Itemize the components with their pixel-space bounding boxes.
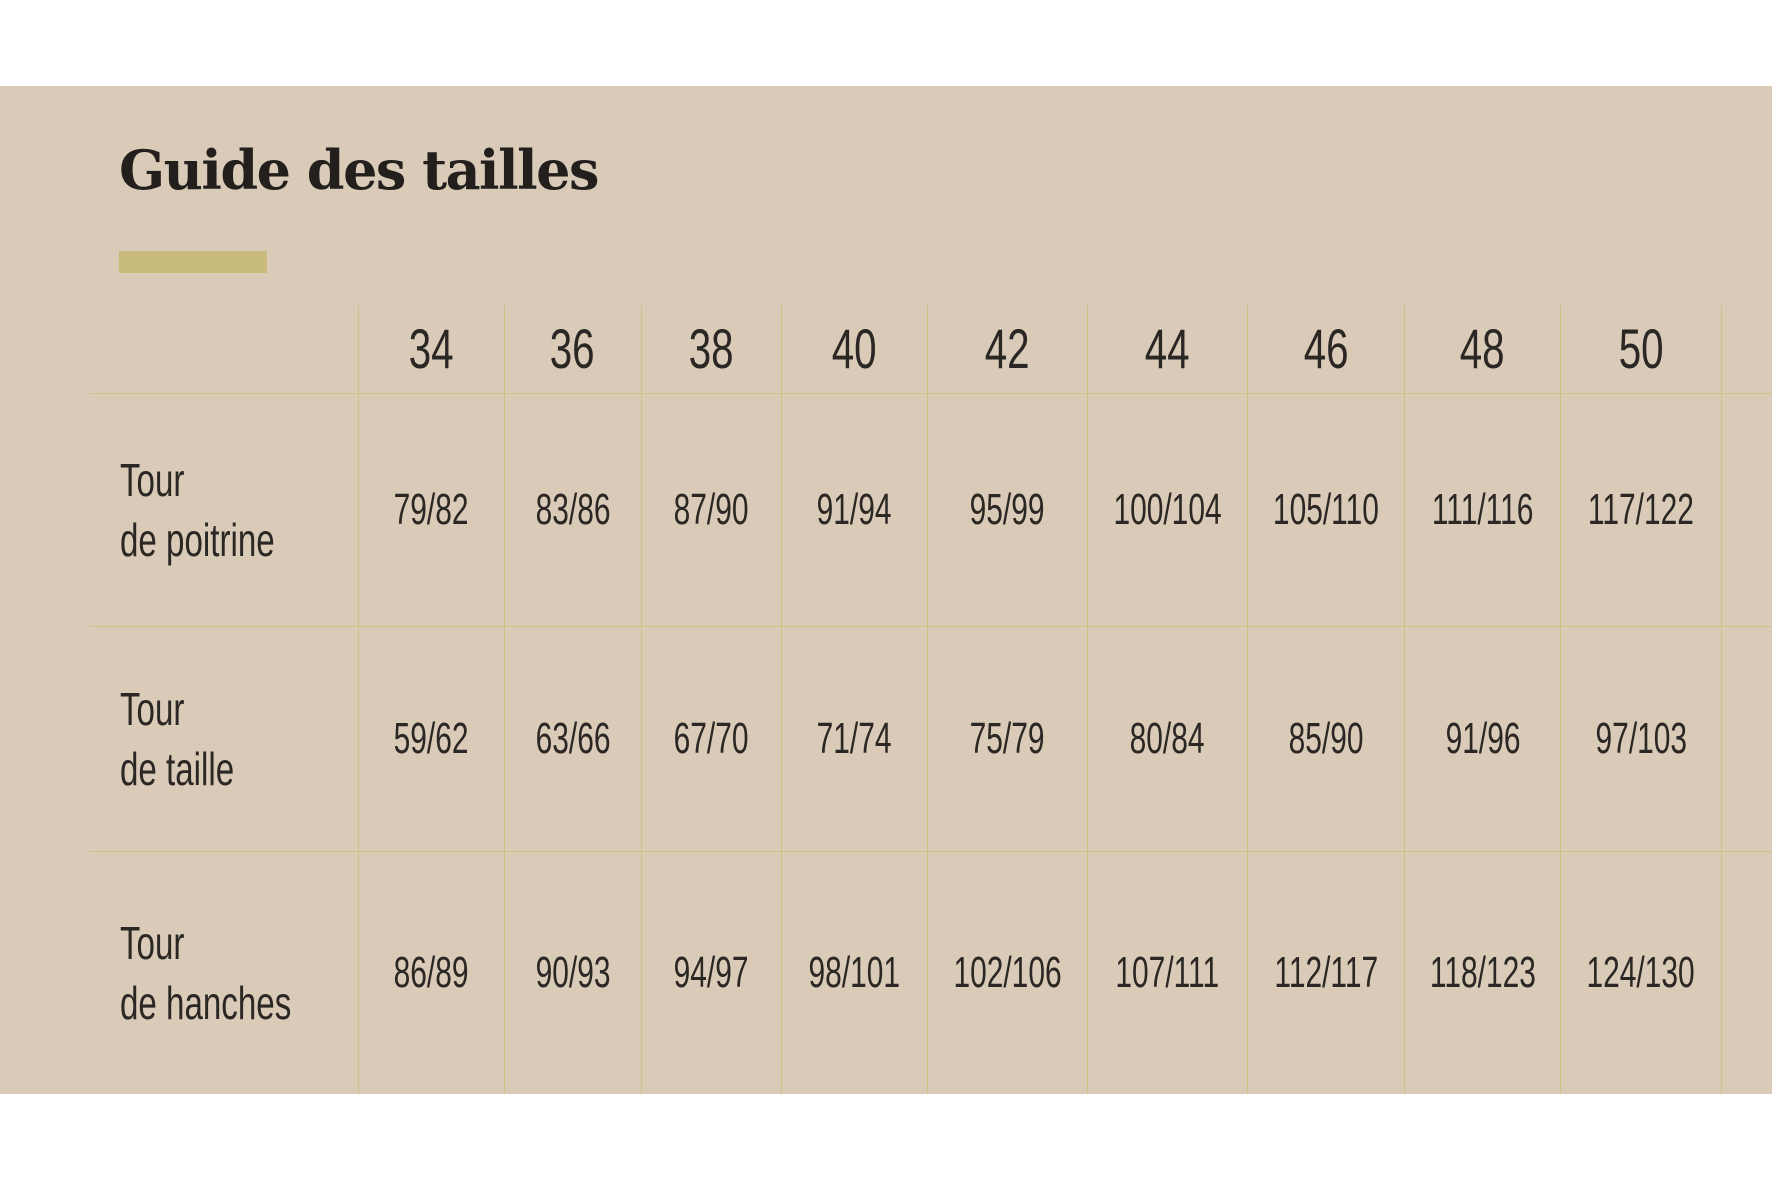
size-label: 46 (1303, 317, 1349, 381)
measurement-cell: 97/103 (1560, 625, 1722, 851)
measurement-cell: 118/123 (1403, 850, 1561, 1094)
measurement-value: 87/90 (673, 484, 749, 534)
row-label-line1: Tour (120, 682, 185, 735)
row-label-line1: Tour (120, 453, 185, 506)
measurement-value: 95/99 (969, 484, 1045, 534)
measurement-value: 71/74 (816, 713, 892, 763)
measurement-value: 105/110 (1272, 484, 1379, 534)
measurement-value: 97/103 (1595, 713, 1687, 763)
measurement-cell: 86/89 (357, 850, 505, 1094)
measurement-value: 85/90 (1288, 713, 1364, 763)
title-accent-bar (119, 251, 267, 273)
size-header: 34 (357, 305, 505, 393)
measurement-cell: 59/62 (357, 625, 505, 851)
measurement-value: 79/82 (393, 484, 469, 534)
empty-cell (1720, 305, 1772, 393)
row-label-line2: de taille (120, 742, 235, 795)
measurement-cell: 95/99 (926, 392, 1088, 626)
empty-cell (1720, 850, 1772, 1094)
measurement-cell: 85/90 (1246, 625, 1405, 851)
measurement-cell: 87/90 (640, 392, 782, 626)
measurement-value: 91/94 (816, 484, 892, 534)
measurement-value: 75/79 (969, 713, 1045, 763)
measurement-cell: 100/104 (1086, 392, 1248, 626)
row-label: Tour de poitrine (90, 392, 359, 626)
measurement-cell: 91/94 (781, 392, 928, 626)
size-label: 44 (1144, 317, 1190, 381)
measurement-cell: 79/82 (357, 392, 505, 626)
size-label: 48 (1460, 317, 1506, 381)
size-header: 42 (926, 305, 1088, 393)
table-row: Tour de taille 59/62 63/66 67/70 71/74 75/79 80… (90, 625, 1772, 851)
measurement-cell: 63/66 (503, 625, 642, 851)
row-label: Tour de hanches (90, 850, 359, 1094)
measurement-cell: 94/97 (640, 850, 782, 1094)
size-label: 38 (688, 317, 734, 381)
size-header: 46 (1246, 305, 1405, 393)
row-label-line2: de poitrine (120, 513, 275, 566)
table-row: Tour de hanches 86/89 90/93 94/97 98/101 102/1… (90, 850, 1772, 1094)
measurement-cell: 111/116 (1403, 392, 1561, 626)
size-header: 44 (1086, 305, 1248, 393)
measurement-value: 94/97 (673, 947, 749, 997)
empty-cell (1720, 392, 1772, 626)
measurement-cell: 117/122 (1560, 392, 1722, 626)
row-label: Tour de taille (90, 625, 359, 851)
row-label-line1: Tour (120, 916, 185, 969)
size-label: 34 (408, 317, 454, 381)
measurement-cell: 67/70 (640, 625, 782, 851)
size-header: 40 (781, 305, 928, 393)
row-label-line2: de hanches (120, 976, 292, 1029)
page-title: Guide des tailles (119, 138, 599, 202)
measurement-value: 117/122 (1588, 484, 1694, 534)
measurement-cell: 83/86 (503, 392, 642, 626)
size-label: 40 (831, 317, 877, 381)
measurement-value: 112/117 (1273, 947, 1378, 997)
empty-cell (1720, 625, 1772, 851)
size-table: 34 36 38 40 42 44 46 48 50 Tour de poitrine 79/82 8… (90, 305, 1772, 1094)
measurement-cell: 71/74 (781, 625, 928, 851)
size-header: 50 (1560, 305, 1722, 393)
measurement-value: 100/104 (1113, 484, 1222, 534)
measurement-cell: 112/117 (1246, 850, 1405, 1094)
measurement-value: 98/101 (808, 947, 901, 997)
measurement-cell: 90/93 (503, 850, 642, 1094)
measurement-value: 80/84 (1129, 713, 1205, 763)
table-row: Tour de poitrine 79/82 83/86 87/90 91/94 95/99… (90, 392, 1772, 626)
measurement-value: 86/89 (393, 947, 469, 997)
measurement-value: 59/62 (393, 713, 469, 763)
header-row: 34 36 38 40 42 44 46 48 50 (90, 305, 1772, 393)
size-header: 38 (640, 305, 782, 393)
measurement-value: 107/111 (1115, 947, 1220, 997)
measurement-value: 124/130 (1586, 947, 1696, 997)
measurement-value: 91/96 (1445, 713, 1521, 763)
size-header: 36 (503, 305, 642, 393)
measurement-cell: 107/111 (1086, 850, 1248, 1094)
size-label: 50 (1618, 317, 1664, 381)
size-header: 48 (1403, 305, 1561, 393)
size-label: 42 (984, 317, 1030, 381)
measurement-cell: 75/79 (926, 625, 1088, 851)
measurement-cell: 105/110 (1246, 392, 1405, 626)
measurement-value: 90/93 (535, 947, 611, 997)
measurement-cell: 91/96 (1403, 625, 1561, 851)
measurement-value: 118/123 (1429, 947, 1536, 997)
measurement-cell: 124/130 (1560, 850, 1722, 1094)
size-label: 36 (550, 317, 596, 381)
measurement-cell: 98/101 (781, 850, 928, 1094)
measurement-value: 63/66 (535, 713, 611, 763)
measurement-cell: 80/84 (1086, 625, 1248, 851)
measurement-value: 83/86 (535, 484, 611, 534)
measurement-value: 102/106 (953, 947, 1062, 997)
header-corner (90, 305, 358, 393)
measurement-cell: 102/106 (926, 850, 1088, 1094)
measurement-value: 67/70 (673, 713, 749, 763)
measurement-value: 111/116 (1431, 484, 1534, 534)
